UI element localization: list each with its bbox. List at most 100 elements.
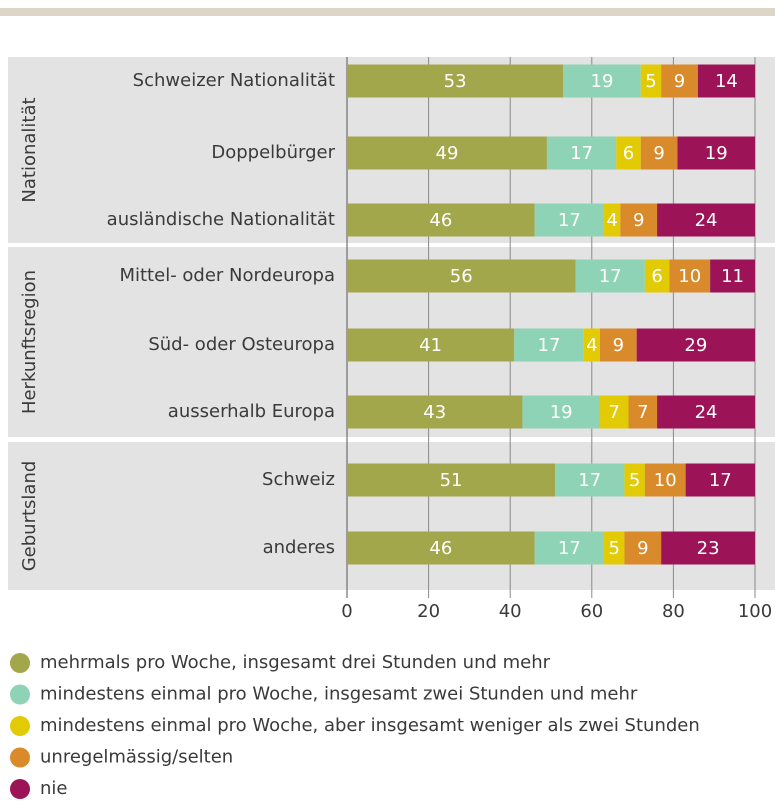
value-label: 6 [651,266,662,287]
bar-segment [347,395,523,429]
value-label: 4 [606,210,617,231]
value-label: 17 [578,470,601,491]
value-label: 9 [653,143,664,164]
value-label: 7 [637,402,648,423]
bar-segment [347,136,547,170]
value-label: 49 [436,143,459,164]
x-tick-label: 20 [417,601,440,622]
bar-segment [624,531,662,565]
value-label: 24 [695,210,718,231]
bar-segment [514,328,584,362]
value-label: 10 [678,266,701,287]
value-label: 17 [570,143,593,164]
x-tick-label: 80 [662,601,685,622]
value-label: 56 [450,266,473,287]
bar-segment [347,259,576,293]
value-label: 9 [674,71,685,92]
value-label: 14 [715,71,738,92]
legend-swatch [10,716,30,736]
value-label: 5 [629,470,640,491]
value-label: 46 [429,538,452,559]
bar-segment [575,259,645,293]
bar-segment [347,531,535,565]
bar-segment [546,136,617,170]
value-label: 19 [550,402,573,423]
value-label: 43 [423,402,446,423]
bar-segment [620,203,658,237]
value-label: 17 [558,210,581,231]
x-tick-label: 60 [580,601,603,622]
bar-segment [628,395,658,429]
bar-segment [347,328,515,362]
bar-segment [685,463,755,497]
value-label: 9 [637,538,648,559]
value-label: 24 [695,402,718,423]
bar-segment [661,64,698,98]
y-tick-label: anderes [263,537,335,558]
bar-segment [534,531,605,565]
value-label: 19 [591,71,614,92]
bar-segment [677,136,755,170]
y-tick-label: Mittel- oder Nordeuropa [119,265,335,286]
value-label: 41 [419,335,442,356]
bar-segment [640,136,678,170]
bar-segment [563,64,641,98]
bar-segment [583,328,600,362]
y-tick-label: ausländische Nationalität [107,209,335,230]
value-label: 10 [654,470,677,491]
bar-segment [347,203,535,237]
bar-segment [347,64,564,98]
y-tick-label: ausserhalb Europa [168,401,335,422]
bar-segment [661,531,755,565]
value-label: 17 [599,266,622,287]
bar-segment [669,259,711,293]
x-tick-label: 40 [499,601,522,622]
value-label: 51 [440,470,463,491]
group-label: Herkunftsregion [19,270,40,414]
value-label: 23 [697,538,720,559]
value-label: 53 [444,71,467,92]
value-label: 17 [538,335,561,356]
bar-segment [534,203,605,237]
legend-label: nie [40,778,67,799]
bar-segment [347,463,556,497]
bar-segment [697,64,755,98]
bar-segment [657,203,755,237]
bar-segment [522,395,600,429]
bar-segment [640,64,662,98]
x-tick-label: 0 [341,601,352,622]
y-tick-label: Süd- oder Osteuropa [148,334,335,355]
y-tick-label: Schweiz [262,469,335,490]
value-label: 4 [586,335,597,356]
group-label: Geburtsland [19,461,40,572]
value-label: 6 [623,143,634,164]
legend-label: mindestens einmal pro Woche, aber insges… [40,715,700,736]
y-tick-label: Schweizer Nationalität [133,70,335,91]
value-label: 9 [613,335,624,356]
bar-segment [710,259,755,293]
bar-segment [624,463,645,497]
bar-segment [604,203,621,237]
bar-segment [555,463,625,497]
bar-segment [636,328,755,362]
value-label: 29 [684,335,707,356]
x-tick-label: 100 [738,601,772,622]
value-label: 5 [645,71,656,92]
value-label: 17 [709,470,732,491]
bar-segment [657,395,755,429]
value-label: 5 [609,538,620,559]
bar-segment [644,463,686,497]
legend-swatch [10,779,30,799]
legend-label: mindestens einmal pro Woche, insgesamt z… [40,684,638,705]
value-label: 19 [705,143,728,164]
bar-segment [644,259,670,293]
bar-segment [604,531,625,565]
legend-swatch [10,747,30,768]
legend-swatch [10,653,30,673]
value-label: 46 [429,210,452,231]
bar-segment [599,328,637,362]
bar-segment [616,136,641,170]
legend-label: unregelmässig/selten [40,747,233,768]
legend-swatch [10,684,30,705]
